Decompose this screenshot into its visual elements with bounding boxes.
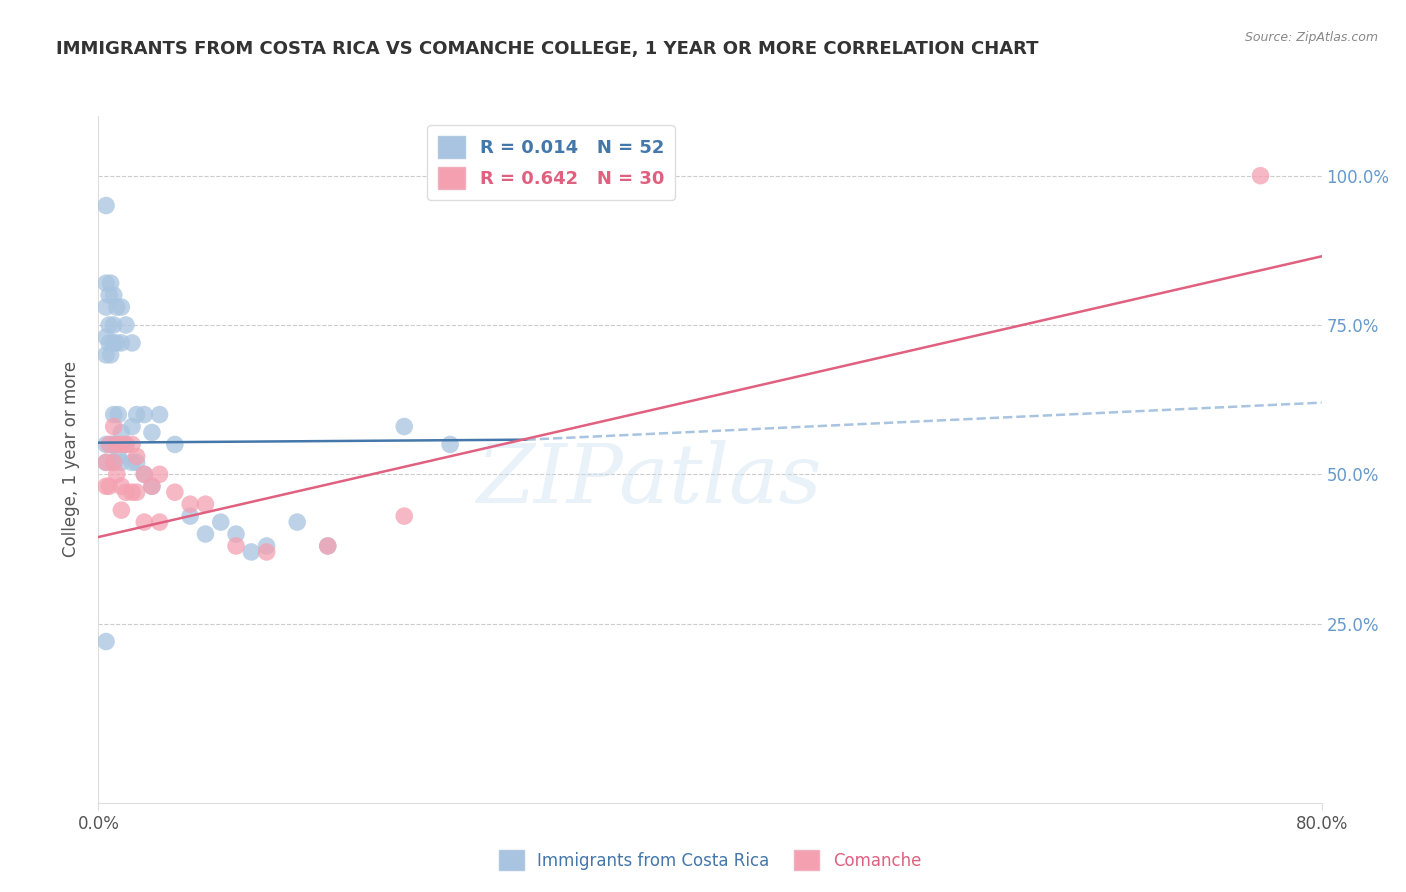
Point	[94, 634, 117, 648]
Point	[103, 419, 125, 434]
Point	[100, 437, 122, 451]
Point	[194, 497, 217, 511]
Point	[94, 300, 117, 314]
Point	[439, 437, 461, 451]
Point	[103, 288, 125, 302]
Point	[316, 539, 339, 553]
Point	[121, 419, 143, 434]
Point	[103, 408, 125, 422]
Point	[103, 318, 125, 332]
Point	[103, 455, 125, 469]
Point	[125, 485, 148, 500]
Point	[98, 288, 121, 302]
Point	[94, 198, 117, 212]
Point	[94, 455, 117, 469]
Point	[149, 515, 172, 529]
Point	[107, 450, 129, 464]
Point	[100, 348, 122, 362]
Point	[100, 276, 122, 290]
Point	[105, 437, 128, 451]
Point	[125, 408, 148, 422]
Point	[125, 455, 148, 469]
Point	[110, 437, 132, 451]
Point	[98, 318, 121, 332]
Point	[225, 527, 247, 541]
Point	[94, 479, 117, 493]
Point	[256, 539, 278, 553]
Point	[256, 545, 278, 559]
Point	[94, 330, 117, 344]
Legend: Immigrants from Costa Rica, Comanche: Immigrants from Costa Rica, Comanche	[492, 843, 928, 877]
Point	[110, 479, 132, 493]
Point	[121, 485, 143, 500]
Point	[134, 467, 156, 482]
Text: Source: ZipAtlas.com: Source: ZipAtlas.com	[1244, 31, 1378, 45]
Point	[194, 527, 217, 541]
Point	[141, 425, 163, 440]
Point	[110, 425, 132, 440]
Point	[110, 335, 132, 350]
Point	[240, 545, 263, 559]
Point	[103, 455, 125, 469]
Point	[163, 437, 186, 451]
Point	[115, 485, 138, 500]
Point	[98, 479, 121, 493]
Point	[134, 467, 156, 482]
Point	[110, 503, 132, 517]
Point	[392, 509, 416, 524]
Point	[115, 437, 138, 451]
Point	[107, 408, 129, 422]
Point	[94, 455, 117, 469]
Point	[105, 437, 128, 451]
Point	[141, 479, 163, 493]
Point	[110, 455, 132, 469]
Point	[121, 437, 143, 451]
Point	[103, 437, 125, 451]
Text: IMMIGRANTS FROM COSTA RICA VS COMANCHE COLLEGE, 1 YEAR OR MORE CORRELATION CHART: IMMIGRANTS FROM COSTA RICA VS COMANCHE C…	[56, 40, 1039, 58]
Point	[121, 455, 143, 469]
Point	[103, 335, 125, 350]
Point	[179, 497, 201, 511]
Point	[105, 467, 128, 482]
Point	[1249, 169, 1271, 183]
Point	[121, 335, 143, 350]
Point	[105, 300, 128, 314]
Point	[179, 509, 201, 524]
Point	[110, 300, 132, 314]
Point	[105, 335, 128, 350]
Point	[115, 318, 138, 332]
Point	[285, 515, 308, 529]
Point	[94, 437, 117, 451]
Point	[149, 408, 172, 422]
Point	[134, 515, 156, 529]
Point	[209, 515, 232, 529]
Point	[149, 467, 172, 482]
Point	[125, 450, 148, 464]
Point	[98, 437, 121, 451]
Point	[115, 437, 138, 451]
Point	[225, 539, 247, 553]
Point	[316, 539, 339, 553]
Y-axis label: College, 1 year or more: College, 1 year or more	[62, 361, 80, 558]
Point	[134, 408, 156, 422]
Point	[94, 276, 117, 290]
Point	[163, 485, 186, 500]
Text: ZIPatlas: ZIPatlas	[477, 440, 821, 520]
Point	[98, 335, 121, 350]
Point	[392, 419, 416, 434]
Point	[141, 479, 163, 493]
Point	[94, 348, 117, 362]
